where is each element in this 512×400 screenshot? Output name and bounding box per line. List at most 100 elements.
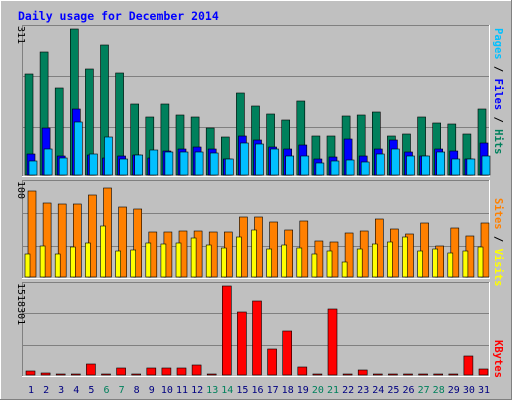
bar-pages-day-25 xyxy=(391,148,400,176)
bar-sites-day-1 xyxy=(24,253,31,278)
bar-sites-day-17 xyxy=(266,248,272,278)
panel-kbytes xyxy=(22,282,490,377)
bar-sites-day-16 xyxy=(251,229,257,278)
ylabel-sep-3: / xyxy=(492,230,504,249)
bar-visits-day-1 xyxy=(27,190,37,278)
x-tick-label-day-10: 10 xyxy=(161,385,173,396)
bar-visits-day-27 xyxy=(420,222,429,278)
bar-kbytes-day-27 xyxy=(418,373,428,376)
bar-visits-day-4 xyxy=(73,203,82,278)
x-tick-label-day-25: 25 xyxy=(387,385,399,396)
bar-kbytes-day-4 xyxy=(71,373,81,376)
x-tick-label-day-9: 9 xyxy=(149,385,155,396)
bar-kbytes-day-14 xyxy=(222,285,232,376)
x-tick-label-day-21: 21 xyxy=(327,385,339,396)
bar-pages-day-30 xyxy=(466,158,476,176)
bar-kbytes-day-10 xyxy=(161,367,172,376)
bar-sites-day-9 xyxy=(145,242,152,278)
x-tick-label-day-4: 4 xyxy=(73,385,79,396)
bar-sites-day-14 xyxy=(221,247,227,278)
x-tick-label-day-27: 27 xyxy=(418,385,430,396)
ylabel-files: Files xyxy=(492,79,504,111)
bar-sites-day-3 xyxy=(54,253,61,278)
x-tick-label-day-15: 15 xyxy=(236,385,248,396)
x-tick-label-day-24: 24 xyxy=(372,385,384,396)
x-tick-label-day-12: 12 xyxy=(191,385,203,396)
ylabel-hits-files-pages: Pages / Files / Hits xyxy=(492,28,504,154)
x-tick-label-day-5: 5 xyxy=(88,385,94,396)
bar-pages-day-29 xyxy=(451,158,461,176)
ymax-label-hits: 311 xyxy=(15,26,26,44)
bar-pages-day-20 xyxy=(315,162,325,176)
bar-visits-day-8 xyxy=(133,208,142,278)
bar-pages-day-15 xyxy=(240,142,249,176)
bar-pages-day-1 xyxy=(28,160,38,176)
bar-sites-day-5 xyxy=(85,242,91,278)
bar-kbytes-day-2 xyxy=(40,372,51,376)
bar-sites-day-20 xyxy=(311,253,318,278)
x-tick-label-day-30: 30 xyxy=(463,385,475,396)
bar-pages-day-12 xyxy=(194,151,204,176)
bar-sites-day-27 xyxy=(417,250,423,278)
bar-pages-day-2 xyxy=(43,148,53,176)
bar-pages-day-17 xyxy=(270,148,279,176)
bar-sites-day-22 xyxy=(341,261,348,278)
bar-kbytes-day-24 xyxy=(372,373,383,376)
bar-pages-day-27 xyxy=(421,155,430,176)
chart-title: Daily usage for December 2014 xyxy=(18,9,219,23)
bar-sites-day-8 xyxy=(130,249,136,278)
bar-sites-day-26 xyxy=(402,236,408,278)
bar-sites-day-28 xyxy=(432,248,439,278)
x-tick-label-day-19: 19 xyxy=(297,385,309,396)
bar-sites-day-6 xyxy=(100,225,106,278)
bar-kbytes-day-22 xyxy=(342,373,353,376)
bar-kbytes-day-28 xyxy=(433,373,444,376)
bar-pages-day-22 xyxy=(345,159,355,176)
x-tick-label-day-14: 14 xyxy=(221,385,233,396)
bar-sites-day-30 xyxy=(462,250,469,278)
bar-kbytes-day-20 xyxy=(312,373,323,376)
x-tick-label-day-2: 2 xyxy=(43,385,49,396)
bar-pages-day-28 xyxy=(436,151,446,176)
bar-kbytes-day-11 xyxy=(176,367,187,376)
bar-kbytes-day-23 xyxy=(357,369,368,376)
bar-sites-day-24 xyxy=(371,243,378,278)
bar-pages-day-14 xyxy=(225,158,234,176)
bar-kbytes-day-12 xyxy=(191,364,202,376)
bar-visits-day-22 xyxy=(344,232,354,278)
bar-kbytes-day-15 xyxy=(237,311,247,376)
bar-kbytes-day-13 xyxy=(206,373,217,376)
bar-pages-day-7 xyxy=(119,158,128,176)
ylabel-hits: Hits xyxy=(492,129,504,154)
ylabel-sites: Sites xyxy=(492,198,504,230)
panel-visits-sites xyxy=(22,180,490,279)
bar-pages-day-23 xyxy=(360,161,370,176)
bar-kbytes-day-21 xyxy=(327,308,338,376)
x-tick-label-day-18: 18 xyxy=(282,385,294,396)
bar-pages-day-19 xyxy=(300,155,310,176)
bar-sites-day-31 xyxy=(477,246,484,278)
x-tick-label-day-26: 26 xyxy=(402,385,414,396)
bar-pages-day-5 xyxy=(89,153,98,176)
ylabel-pages: Pages xyxy=(492,28,504,60)
bar-pages-day-8 xyxy=(134,154,143,176)
bar-pages-day-26 xyxy=(406,155,415,176)
bar-sites-day-2 xyxy=(39,245,46,278)
ylabel-sep-2: / xyxy=(492,110,504,129)
bar-kbytes-day-29 xyxy=(448,373,459,376)
x-tick-label-day-22: 22 xyxy=(342,385,354,396)
bar-kbytes-day-16 xyxy=(252,300,262,376)
x-tick-label-day-7: 7 xyxy=(119,385,125,396)
bar-pages-day-6 xyxy=(104,136,113,176)
x-tick-label-day-13: 13 xyxy=(206,385,218,396)
x-tick-label-day-29: 29 xyxy=(448,385,460,396)
bar-kbytes-day-7 xyxy=(116,367,126,376)
bar-sites-day-21 xyxy=(326,250,333,278)
bar-pages-day-21 xyxy=(330,160,340,176)
x-tick-label-day-8: 8 xyxy=(134,385,140,396)
bar-sites-day-25 xyxy=(387,241,393,278)
bar-kbytes-day-8 xyxy=(131,373,141,376)
bar-pages-day-9 xyxy=(149,149,159,176)
ylabel-visits-sites: Sites / Visits xyxy=(492,198,504,287)
